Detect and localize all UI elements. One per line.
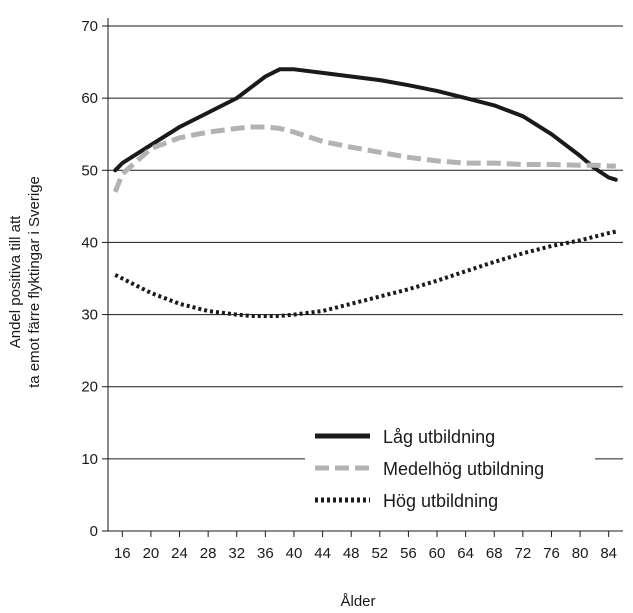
x-tick-label-56: 56: [400, 545, 417, 562]
legend-label-medelhog-utbildning: Medelhög utbildning: [383, 459, 544, 479]
y-axis-title-line-1: Andel positiva till att: [7, 215, 24, 348]
x-tick-label-68: 68: [486, 545, 503, 562]
x-tick-label-80: 80: [572, 545, 589, 562]
y-tick-label-60: 60: [81, 90, 98, 107]
y-tick-label-30: 30: [81, 307, 98, 324]
x-tick-label-76: 76: [543, 545, 560, 562]
y-tick-label-20: 20: [81, 379, 98, 396]
axes: [102, 18, 623, 537]
series-line-3: [114, 229, 617, 318]
y-tick-labels: 0 10 20 30 40 50 60 70: [81, 18, 98, 540]
x-tick-label-52: 52: [371, 545, 388, 562]
y-tick-label-50: 50: [81, 162, 98, 179]
x-tick-label-60: 60: [429, 545, 446, 562]
y-tick-label-10: 10: [81, 451, 98, 468]
x-tick-label-24: 24: [171, 545, 188, 562]
x-tick-label-16: 16: [114, 545, 131, 562]
legend: Låg utbildning Medelhög utbildning Hög u…: [305, 418, 595, 526]
x-tick-label-84: 84: [600, 545, 617, 562]
x-tick-label-44: 44: [314, 545, 331, 562]
x-tick-label-36: 36: [257, 545, 274, 562]
x-tick-label-72: 72: [515, 545, 532, 562]
y-tick-label-0: 0: [90, 523, 98, 540]
x-tick-label-48: 48: [343, 545, 360, 562]
x-tick-labels: 16 20 24 28 32 36 40 44 48 52 56 60 64 68 72 76 80 84: [114, 545, 617, 562]
grid-lines: [108, 25, 623, 460]
series-line-2: [112, 124, 616, 193]
x-axis-title: Ålder: [340, 593, 375, 610]
x-tick-label-28: 28: [200, 545, 217, 562]
x-tick-label-64: 64: [457, 545, 474, 562]
y-tick-label-40: 40: [81, 234, 98, 251]
series-line-1: [113, 67, 618, 182]
legend-label-hog-utbildning: Hög utbildning: [383, 491, 498, 511]
x-tick-label-32: 32: [228, 545, 245, 562]
series-lines: [112, 67, 618, 318]
x-tick-label-20: 20: [143, 545, 160, 562]
legend-label-lag-utbildning: Låg utbildning: [383, 427, 495, 447]
y-tick-label-70: 70: [81, 18, 98, 35]
y-axis-title-line-2: ta emot färre flyktingar i Sverige: [26, 176, 43, 388]
x-tick-label-40: 40: [286, 545, 303, 562]
